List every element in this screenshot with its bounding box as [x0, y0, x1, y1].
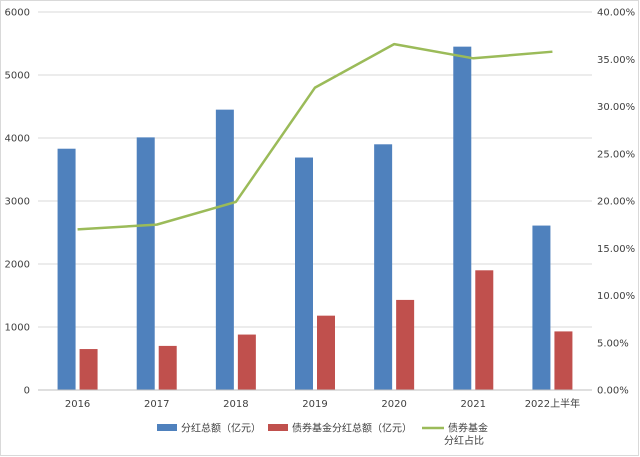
legend-swatch-bond-fund-dividend [268, 424, 288, 431]
legend-label-bond-fund-dividend: 债券基金分红总额（亿元） [292, 422, 412, 435]
left-axis-tick-label: 3000 [5, 197, 30, 208]
left-axis-tick-label: 4000 [5, 134, 30, 145]
x-axis-tick-label: 2021 [461, 399, 486, 410]
right-axis-tick-label: 30.00% [597, 102, 635, 113]
x-axis-tick-label: 2017 [144, 399, 169, 410]
legend-swatch-total-dividend [157, 424, 177, 431]
legend-label-bond-fund-share-line2: 分红占比 [444, 434, 484, 447]
right-axis-tick-label: 40.00% [597, 8, 635, 19]
left-axis-tick-label: 1000 [5, 323, 30, 334]
bar-bond-fund-dividend [475, 270, 494, 390]
right-axis-tick-label: 35.00% [597, 55, 635, 66]
bar-marks [57, 46, 573, 391]
x-axis-tick-label: 2016 [65, 399, 90, 410]
bar-bond-fund-dividend [317, 315, 335, 390]
right-axis-tick-label: 15.00% [597, 244, 635, 255]
bar-bond-fund-dividend [158, 345, 177, 390]
left-axis-tick-label: 5000 [5, 71, 30, 82]
bar-bond-fund-dividend [79, 349, 98, 390]
legend-label-bond-fund-share-line1: 债券基金 [448, 422, 488, 435]
bar-total-dividend [532, 225, 551, 390]
axes: 0 1000 2000 3000 4000 5000 6000 0.00% 5.00% 10.00… [5, 8, 636, 411]
line-bond-fund-share [77, 42, 553, 231]
left-axis-tick-label: 2000 [5, 260, 30, 271]
bar-total-dividend [453, 46, 472, 391]
left-axis-tick-label: 0 [24, 386, 30, 397]
line-series [77, 42, 553, 231]
x-axis-tick-label: 2018 [223, 399, 248, 410]
right-axis-tick-label: 0.00% [597, 386, 629, 397]
bar-total-dividend [374, 144, 393, 390]
bar-bond-fund-dividend [396, 299, 415, 390]
right-axis-tick-label: 10.00% [597, 291, 635, 302]
bar-bond-fund-dividend [554, 331, 573, 390]
right-axis-tick-label: 20.00% [597, 197, 635, 208]
bar-total-dividend [136, 137, 155, 390]
gridlines [38, 11, 592, 328]
x-axis-tick-label: 2019 [302, 399, 327, 410]
bar-total-dividend [215, 109, 234, 391]
left-axis-tick-label: 6000 [5, 8, 30, 19]
bar-total-dividend [57, 148, 76, 390]
bar-bond-fund-dividend [237, 334, 256, 390]
right-axis-tick-label: 25.00% [597, 149, 635, 160]
bar-total-dividend [295, 157, 313, 390]
x-axis-tick-label: 2020 [381, 399, 406, 410]
legend-label-total-dividend: 分红总额（亿元） [181, 422, 261, 435]
x-axis-tick-label: 2022上半年 [525, 397, 580, 410]
right-axis-tick-label: 5.00% [597, 338, 629, 349]
